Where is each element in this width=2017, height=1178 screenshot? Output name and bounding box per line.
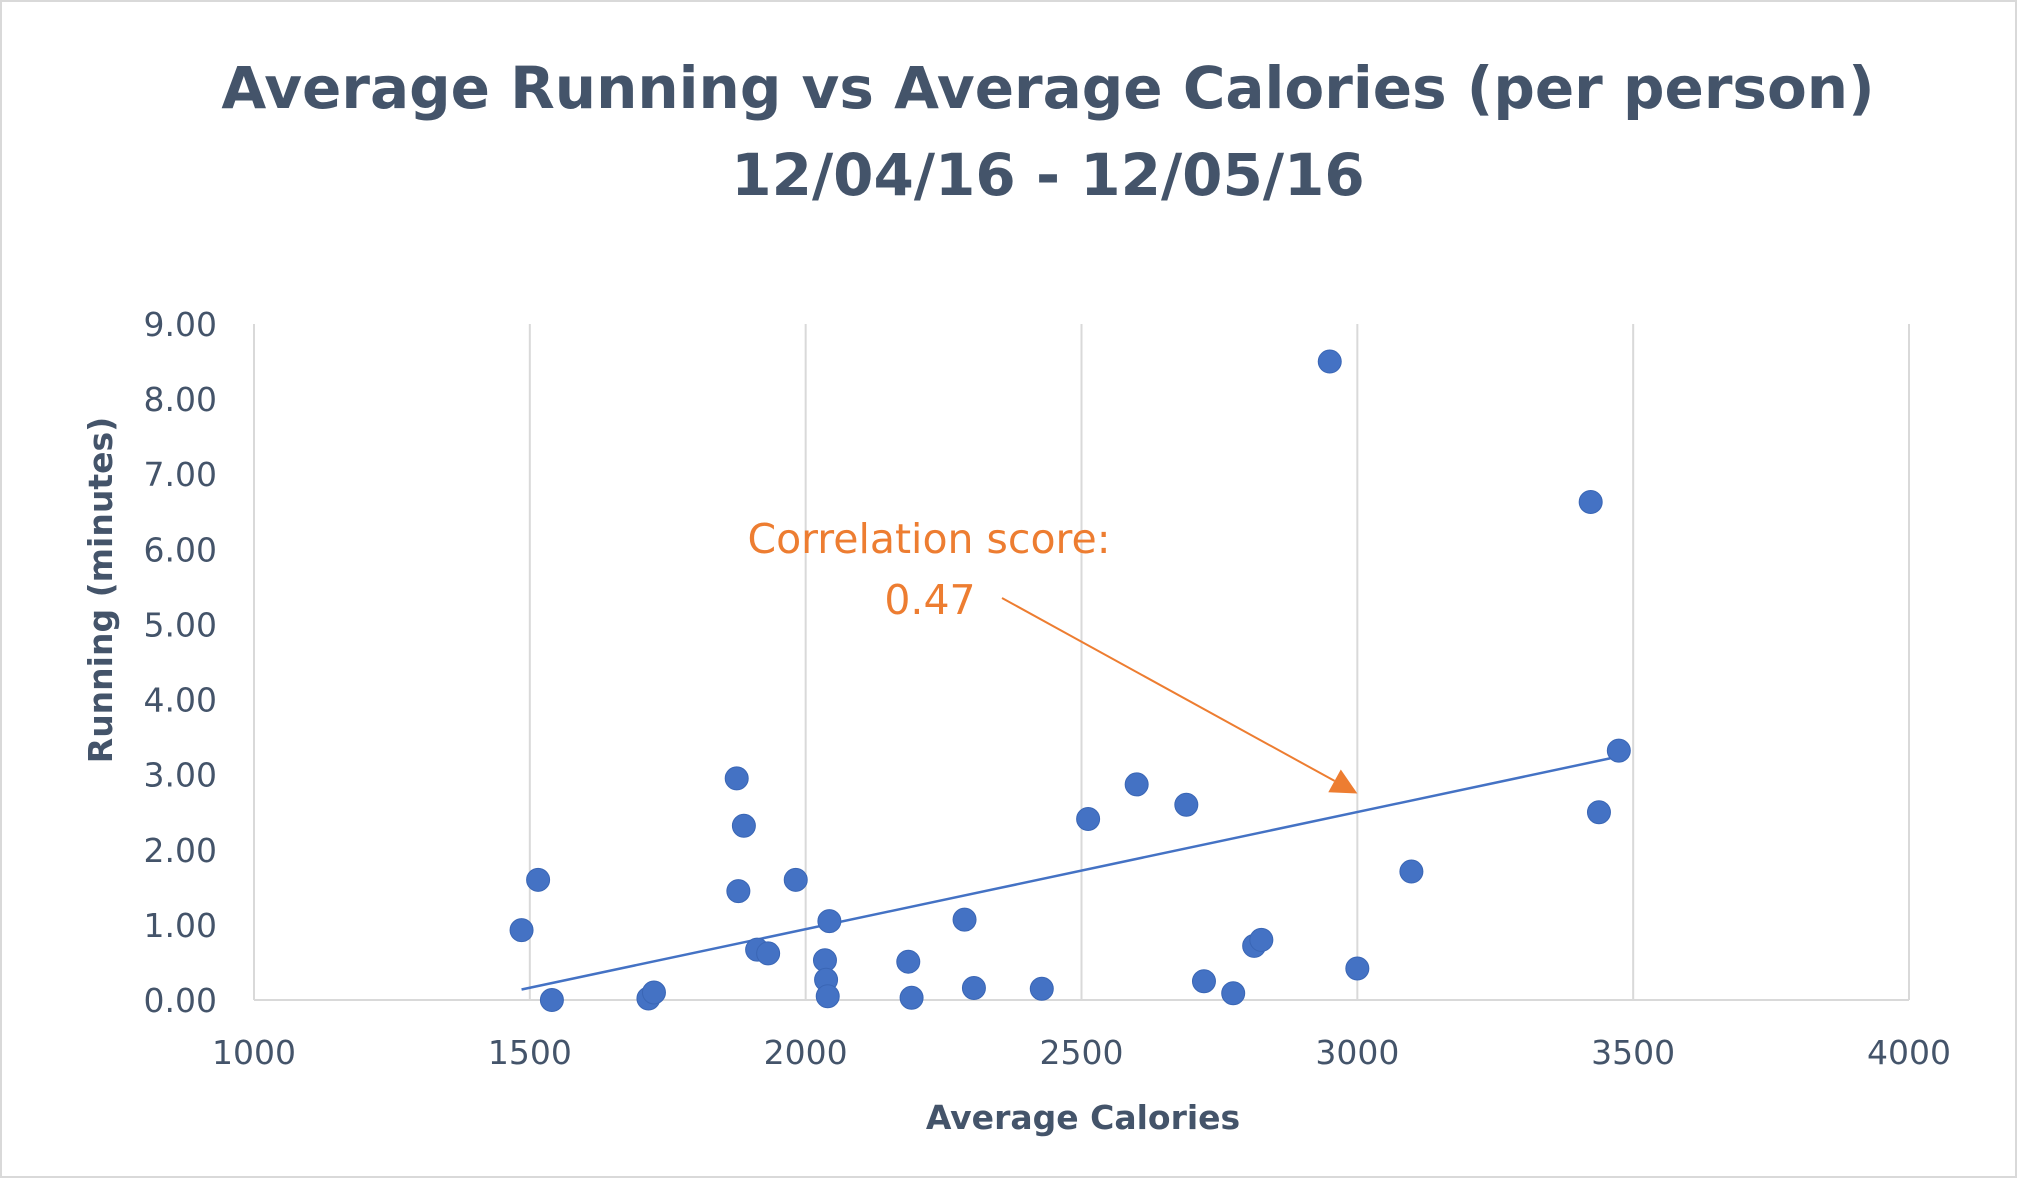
y-tick-label: 4.00 xyxy=(144,681,217,720)
data-point xyxy=(641,980,666,1005)
data-point xyxy=(731,813,756,838)
data-point xyxy=(1191,969,1216,994)
data-point xyxy=(1174,792,1199,817)
data-point xyxy=(1221,981,1246,1006)
data-point xyxy=(817,909,842,934)
x-axis-title: Average Calories xyxy=(926,1098,1240,1137)
axes: 1000 1500 2000 2500 3000 3500 4000 0.00 1.00 2.00… xyxy=(144,305,1951,1072)
y-tick-label: 7.00 xyxy=(144,455,217,494)
data-point xyxy=(961,975,986,1000)
trendline-layer xyxy=(521,756,1612,991)
y-tick-label: 1.00 xyxy=(144,906,217,945)
x-tick-label: 3500 xyxy=(1591,1033,1675,1072)
data-point xyxy=(783,867,808,892)
data-point xyxy=(539,988,564,1012)
data-point xyxy=(526,867,551,892)
data-point xyxy=(1399,859,1424,884)
x-tick-label: 2000 xyxy=(764,1033,848,1072)
data-point xyxy=(724,766,749,791)
y-axis-title: Running (minutes) xyxy=(81,417,120,763)
annotation-arrow-line xyxy=(1001,597,1336,782)
data-point xyxy=(756,941,781,966)
x-tick-label: 1500 xyxy=(488,1033,572,1072)
trendline xyxy=(521,756,1612,991)
x-tick-label: 1000 xyxy=(212,1033,296,1072)
x-tick-label: 2500 xyxy=(1040,1033,1124,1072)
x-tick-label: 3000 xyxy=(1315,1033,1399,1072)
data-point xyxy=(509,918,534,943)
data-point xyxy=(896,949,921,974)
y-tick-label: 8.00 xyxy=(144,380,217,419)
y-tick-label: 6.00 xyxy=(144,530,217,569)
data-point xyxy=(899,985,924,1010)
data-point xyxy=(1076,806,1101,831)
annotation-arrowhead xyxy=(1328,769,1358,794)
data-point xyxy=(1586,800,1611,825)
data-point xyxy=(1578,490,1603,515)
annotation: Correlation score: 0.47 xyxy=(747,515,1358,794)
y-tick-label: 0.00 xyxy=(144,981,217,1020)
y-tick-label: 5.00 xyxy=(144,605,217,644)
annotation-label: Correlation score: xyxy=(747,515,1110,563)
y-tick-label: 3.00 xyxy=(144,756,217,795)
data-point xyxy=(1606,738,1631,763)
data-point xyxy=(1317,349,1342,374)
data-point xyxy=(1029,976,1054,1001)
data-point xyxy=(952,907,977,932)
data-point xyxy=(1345,956,1370,981)
data-point xyxy=(1249,927,1274,952)
data-point xyxy=(726,879,751,904)
data-point xyxy=(815,984,840,1009)
annotation-value: 0.47 xyxy=(884,576,975,624)
y-tick-label: 9.00 xyxy=(144,305,217,344)
chart-title: Average Running vs Average Calories (per… xyxy=(221,54,1874,122)
data-points xyxy=(509,349,1631,1012)
chart-subtitle: 12/04/16 - 12/05/16 xyxy=(731,141,1364,209)
data-point xyxy=(1124,772,1149,797)
x-tick-label: 4000 xyxy=(1867,1033,1951,1072)
y-tick-label: 2.00 xyxy=(144,831,217,870)
